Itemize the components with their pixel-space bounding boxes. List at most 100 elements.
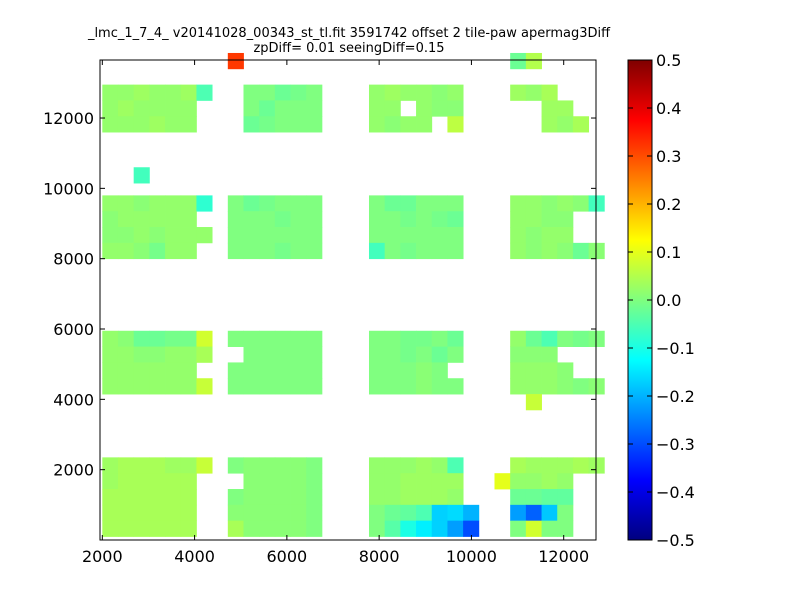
heatmap-cell xyxy=(557,457,574,474)
heatmap-cell xyxy=(447,195,464,212)
heatmap-cell xyxy=(541,211,558,228)
heatmap-cell xyxy=(588,195,605,212)
heatmap-cell xyxy=(133,330,150,347)
heatmap-cell xyxy=(102,100,119,117)
heatmap-cell xyxy=(227,52,244,70)
heatmap-cell xyxy=(384,346,401,363)
colorbar-tick-label: 0.2 xyxy=(656,195,681,214)
heatmap-cell xyxy=(259,330,276,347)
heatmap-cell xyxy=(588,378,605,395)
heatmap-cell xyxy=(400,84,417,101)
heatmap-cell xyxy=(525,362,542,379)
heatmap-cell xyxy=(165,489,182,506)
heatmap-cell xyxy=(133,227,150,244)
heatmap-cell xyxy=(133,504,150,522)
heatmap-cell xyxy=(306,473,323,490)
heatmap-cell xyxy=(180,100,197,117)
heatmap-cell xyxy=(243,520,260,537)
heatmap-cell xyxy=(541,520,558,537)
heatmap-cell xyxy=(525,227,542,244)
heatmap-cell xyxy=(149,520,166,537)
x-tick-label: 10000 xyxy=(446,547,497,566)
heatmap-cell xyxy=(306,242,323,260)
heatmap-cell xyxy=(306,116,323,133)
axis-ticks: 2000 4000 6000 8000 10000 12000 2000 4000 6000 80… xyxy=(43,60,596,566)
heatmap-cell xyxy=(384,504,401,522)
heatmap-cell xyxy=(510,84,527,101)
heatmap-cell xyxy=(541,346,558,363)
heatmap-cell xyxy=(290,242,307,260)
heatmap-cell xyxy=(227,211,244,228)
colorbar-tick-label: −0.3 xyxy=(656,435,695,454)
heatmap-cell xyxy=(431,211,448,228)
heatmap-cell xyxy=(290,473,307,490)
heatmap-cell xyxy=(274,378,291,395)
heatmap-cell xyxy=(227,520,244,537)
heatmap-cell xyxy=(149,195,166,212)
heatmap-cell xyxy=(243,116,260,133)
heatmap-cell xyxy=(525,504,542,522)
heatmap-cell xyxy=(368,116,386,133)
heatmap-cell xyxy=(447,520,464,537)
heatmap-cell xyxy=(149,227,166,244)
heatmap-cell xyxy=(165,84,182,101)
heatmap-cell xyxy=(243,330,260,347)
heatmap-cell xyxy=(447,84,464,101)
heatmap-cell xyxy=(572,457,590,474)
heatmap-cell xyxy=(165,195,182,212)
heatmap-cell xyxy=(102,473,119,490)
y-tick-label: 12000 xyxy=(43,109,94,128)
heatmap-cell xyxy=(117,227,135,244)
heatmap-cell xyxy=(133,100,150,117)
heatmap-cell xyxy=(290,116,307,133)
heatmap-cell xyxy=(541,330,558,347)
chart-title-line-2: zpDiff= 0.01 seeingDiff=0.15 xyxy=(253,41,445,56)
heatmap-cell xyxy=(290,330,307,347)
heatmap-cell xyxy=(306,346,323,363)
heatmap-cell xyxy=(227,504,244,522)
heatmap-cell xyxy=(102,504,119,522)
heatmap-cell xyxy=(431,195,448,212)
heatmap-cell xyxy=(306,378,323,395)
heatmap-cell xyxy=(368,457,386,474)
heatmap-cell xyxy=(306,195,323,212)
y-tick-label: 6000 xyxy=(53,320,94,339)
heatmap-cell xyxy=(510,457,527,474)
heatmap-cell xyxy=(243,211,260,228)
x-tick-label: 12000 xyxy=(538,547,589,566)
heatmap-cell xyxy=(274,242,291,260)
heatmap-cell xyxy=(165,457,182,474)
heatmap-cell xyxy=(368,84,386,101)
heatmap-cell xyxy=(259,346,276,363)
heatmap-cell xyxy=(227,195,244,212)
heatmap-cell xyxy=(384,195,401,212)
heatmap-cell xyxy=(180,227,197,244)
heatmap-cell xyxy=(290,227,307,244)
heatmap-cell xyxy=(274,504,291,522)
heatmap-cell xyxy=(572,195,590,212)
heatmap-cell xyxy=(384,211,401,228)
heatmap-cell xyxy=(290,378,307,395)
heatmap-cell xyxy=(447,489,464,506)
heatmap-cell xyxy=(306,84,323,101)
heatmap-cell xyxy=(588,457,605,474)
heatmap-cell xyxy=(431,84,448,101)
heatmap-cell xyxy=(259,473,276,490)
heatmap-cell xyxy=(510,520,527,537)
heatmap-cell xyxy=(180,378,197,395)
heatmap-cell xyxy=(133,457,150,474)
heatmap-cell xyxy=(541,473,558,490)
heatmap-cell xyxy=(102,457,119,474)
plot-frame xyxy=(99,59,597,541)
heatmap-cell xyxy=(133,167,150,184)
heatmap-cell xyxy=(196,84,213,101)
heatmap-cell xyxy=(572,378,590,395)
heatmap-cell xyxy=(400,116,417,133)
colorbar-ticks: 0.5 0.4 0.3 0.2 0.1 0.0 −0.1 −0.2 −0.3 −0.4 −0.5 xyxy=(628,51,695,550)
heatmap-cell xyxy=(416,227,433,244)
heatmap-cell xyxy=(431,100,448,117)
heatmap-cell xyxy=(384,100,401,117)
heatmap-cell xyxy=(259,227,276,244)
heatmap-cell xyxy=(133,116,150,133)
heatmap-cell xyxy=(541,227,558,244)
